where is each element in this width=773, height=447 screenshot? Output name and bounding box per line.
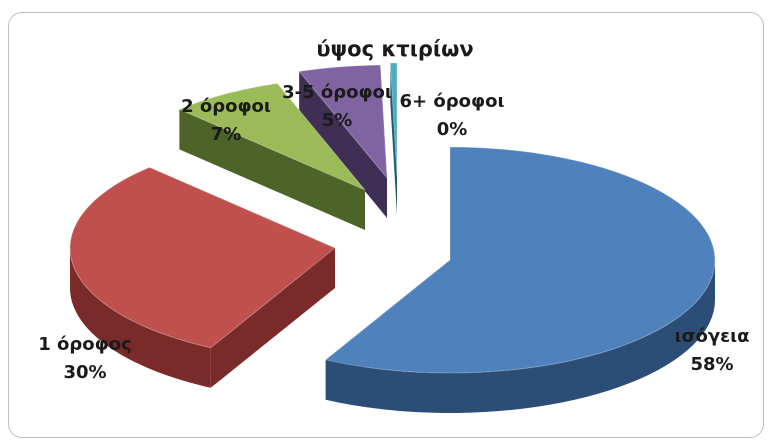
- slice-wall-4-0: [390, 63, 397, 217]
- slice-3-5-όροφοι: [298, 64, 388, 180]
- slice-wall-1-0: [210, 248, 335, 388]
- slice-1-όροφος: [69, 166, 336, 349]
- slice-wall-2-0: [179, 109, 365, 230]
- slice-2-όροφοι: [178, 82, 366, 191]
- percent-2-orofoi: 7%: [211, 124, 242, 145]
- percent-3-5-orofoi: 5%: [322, 110, 353, 131]
- label-2-orofoi: 2 όροφοι: [181, 96, 271, 117]
- percent-6-plus-orofoi: 0%: [437, 119, 468, 140]
- label-1-orofos: 1 όροφος: [38, 334, 132, 355]
- slice-rim-0: [325, 260, 715, 413]
- slice-ισόγεια: [324, 146, 716, 374]
- label-3-5-orofoi: 3-5 όροφοι: [282, 82, 392, 103]
- slice-wall-3-0: [299, 71, 387, 218]
- slice-6+-όροφοι: [389, 62, 398, 177]
- label-6-plus-orofoi: 6+ όροφοι: [400, 91, 505, 112]
- percent-1-orofos: 30%: [63, 362, 106, 383]
- percent-isogeia: 58%: [690, 354, 733, 375]
- pie-slices: [69, 62, 716, 413]
- chart-title: ύψος κτιρίων: [316, 37, 473, 61]
- label-isogeia: ισόγεια: [674, 326, 749, 347]
- slice-rim-1: [70, 248, 211, 388]
- slice-side-4: [390, 63, 397, 217]
